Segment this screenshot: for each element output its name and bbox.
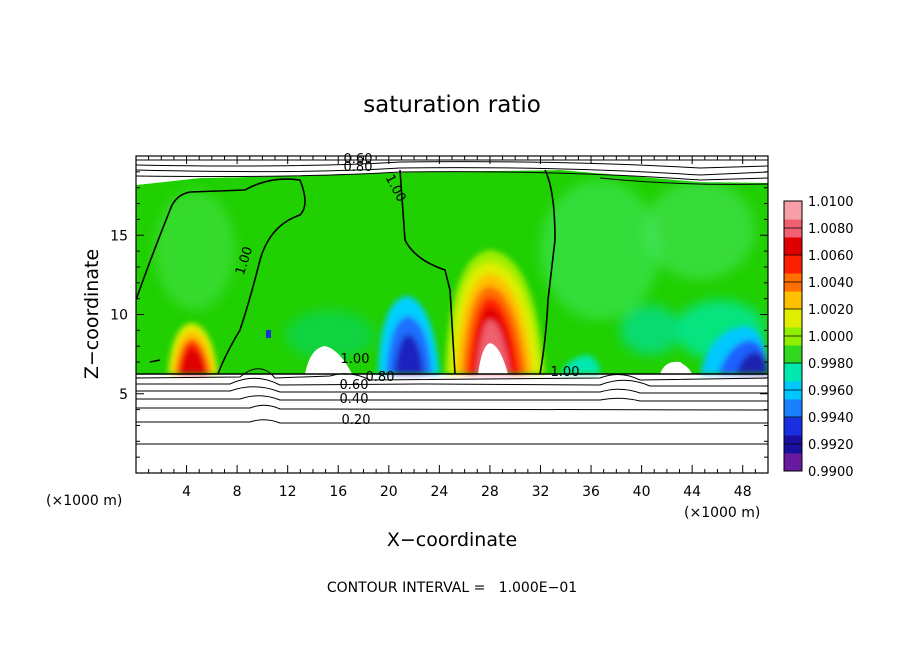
colorbar-label: 1.0060 — [808, 249, 854, 264]
x-tick-label: 36 — [582, 484, 600, 500]
x-tick-label: 4 — [182, 484, 191, 500]
contour-lines — [136, 169, 768, 375]
x-tick-label: 44 — [683, 484, 701, 500]
upper-contours — [136, 159, 768, 185]
x-tick-label: 16 — [329, 484, 347, 500]
contour-label: 1.00 — [341, 352, 370, 367]
x-unit-label-right: (×1000 m) — [684, 505, 760, 521]
x-tick-label: 20 — [380, 484, 398, 500]
y-tick-label: 15 — [110, 228, 128, 244]
contour-label: 0.80 — [366, 370, 395, 385]
colorbar-swatch — [784, 345, 802, 364]
colorbar-swatch — [784, 417, 802, 436]
colorbar-label: 0.9960 — [808, 384, 854, 399]
y-axis-label: Z−coordinate — [81, 249, 103, 379]
x-tick-label: 8 — [233, 484, 242, 500]
lower-contours — [136, 368, 768, 445]
colorbar-swatch — [784, 255, 802, 274]
x-tick-label: 40 — [633, 484, 651, 500]
chart-title: saturation ratio — [363, 92, 541, 118]
contour-interval-note: CONTOUR INTERVAL = 1.000E−01 — [327, 580, 577, 596]
x-tick-label: 48 — [734, 484, 752, 500]
colorbar-label: 1.0040 — [808, 276, 854, 291]
colorbar-label: 0.9920 — [808, 438, 854, 453]
x-tick-label: 12 — [279, 484, 297, 500]
colorbar-swatch — [784, 399, 802, 418]
colorbar-label: 1.0080 — [808, 222, 854, 237]
x-axis-label: X−coordinate — [387, 529, 517, 551]
contour-label: 0.20 — [342, 413, 371, 428]
colorbar-swatch — [784, 201, 802, 220]
x-tick-label: 28 — [481, 484, 499, 500]
contour-label: 0.40 — [340, 392, 369, 407]
plot-field — [136, 156, 768, 445]
colorbar-label: 1.0020 — [808, 303, 854, 318]
contour-label: 0.60 — [340, 378, 369, 393]
colorbar-label: 0.9980 — [808, 357, 854, 372]
colorbar-swatch — [784, 309, 802, 328]
colorbar-swatch — [784, 291, 802, 310]
colorbar-label: 1.0100 — [808, 195, 854, 210]
contour-label: 1.00 — [551, 365, 580, 380]
colorbar-swatch — [784, 453, 802, 472]
y-tick-label: 10 — [110, 308, 128, 324]
colorbar: 1.0100 1.0080 1.0060 1.0040 1.0020 1.0000 0.99… — [783, 195, 854, 480]
x-tick-label: 24 — [430, 484, 448, 500]
colorbar-label: 1.0000 — [808, 330, 854, 345]
colorbar-swatch — [784, 237, 802, 256]
colorbar-swatch — [784, 363, 802, 382]
x-unit-label: (×1000 m) — [46, 493, 122, 509]
colorbar-label: 0.9900 — [808, 465, 854, 480]
contour-label: 0.80 — [344, 160, 373, 175]
colorbar-label: 0.9940 — [808, 411, 854, 426]
y-tick-label: 5 — [119, 387, 128, 403]
x-tick-label: 32 — [532, 484, 550, 500]
